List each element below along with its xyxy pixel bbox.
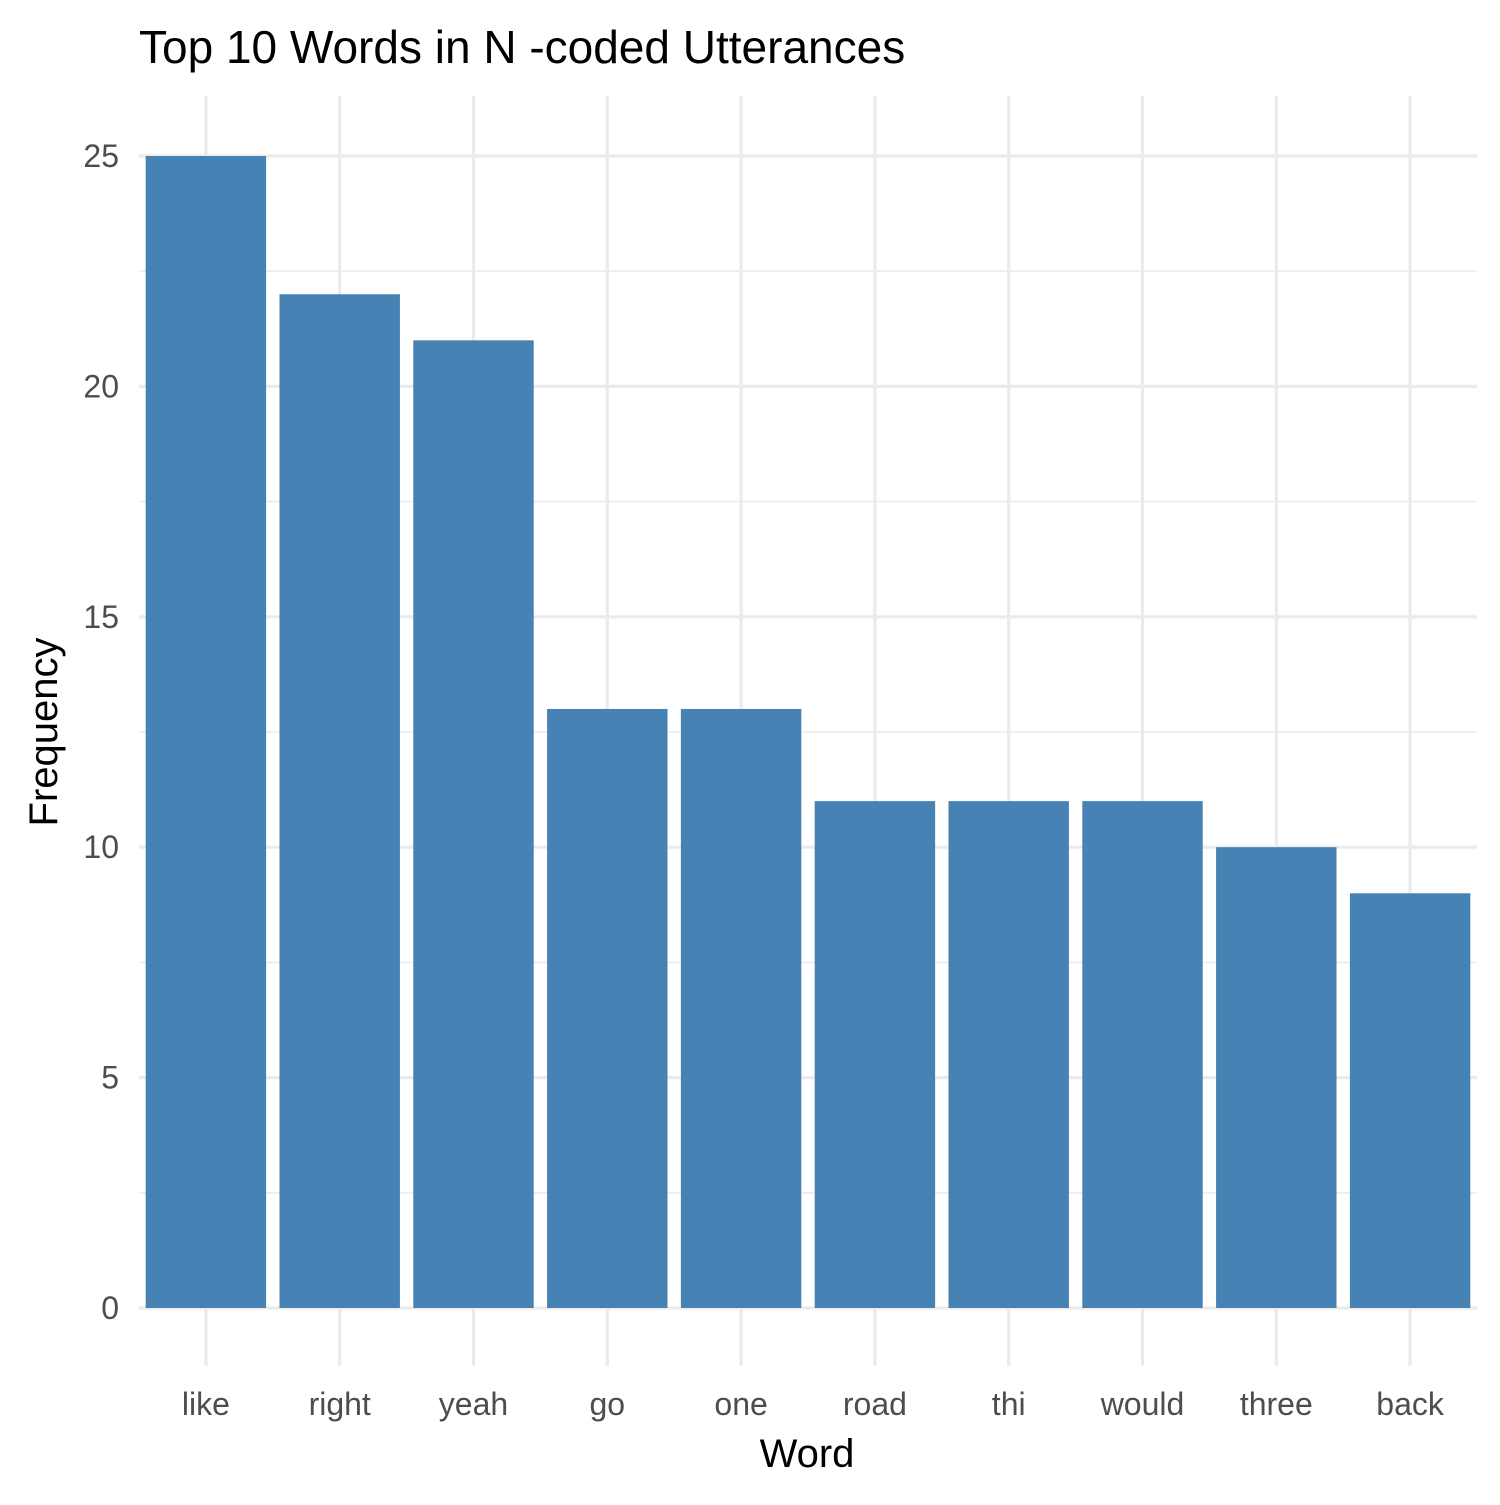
- y-axis-tick-labels: 0 5 10 15 20 25: [83, 138, 119, 1326]
- y-tick-label: 0: [101, 1290, 119, 1326]
- y-tick-label: 20: [83, 368, 119, 404]
- x-tick-label: right: [309, 1386, 371, 1422]
- bar-yeah: [413, 340, 534, 1308]
- bar-one: [680, 708, 802, 1308]
- bars: [145, 156, 1471, 1308]
- y-tick-label: 10: [83, 829, 119, 865]
- y-tick-label: 25: [83, 138, 119, 174]
- bar-three: [1216, 847, 1337, 1308]
- bar-thi: [948, 801, 1069, 1308]
- bar-back: [1349, 893, 1471, 1308]
- x-tick-label: one: [714, 1386, 767, 1422]
- bar-like: [145, 156, 267, 1308]
- bar-right: [279, 294, 400, 1308]
- bar-would: [1082, 801, 1203, 1308]
- bar-road: [814, 801, 936, 1308]
- x-tick-label: like: [182, 1386, 230, 1422]
- x-tick-label: road: [843, 1386, 907, 1422]
- y-tick-label: 5: [101, 1060, 119, 1096]
- bar-go: [547, 708, 668, 1308]
- x-tick-label: thi: [992, 1386, 1026, 1422]
- chart-title: Top 10 Words in N -coded Utterances: [139, 21, 905, 73]
- x-tick-label: go: [590, 1386, 626, 1422]
- x-axis-tick-labels: like right yeah go one road thi would three back: [182, 1386, 1445, 1422]
- y-tick-label: 15: [83, 599, 119, 635]
- x-tick-label: three: [1240, 1386, 1313, 1422]
- x-tick-label: yeah: [439, 1386, 508, 1422]
- x-tick-label: back: [1376, 1386, 1445, 1422]
- x-axis-title: Word: [760, 1432, 855, 1476]
- x-tick-label: would: [1100, 1386, 1185, 1422]
- y-axis-title: Frequency: [22, 638, 66, 827]
